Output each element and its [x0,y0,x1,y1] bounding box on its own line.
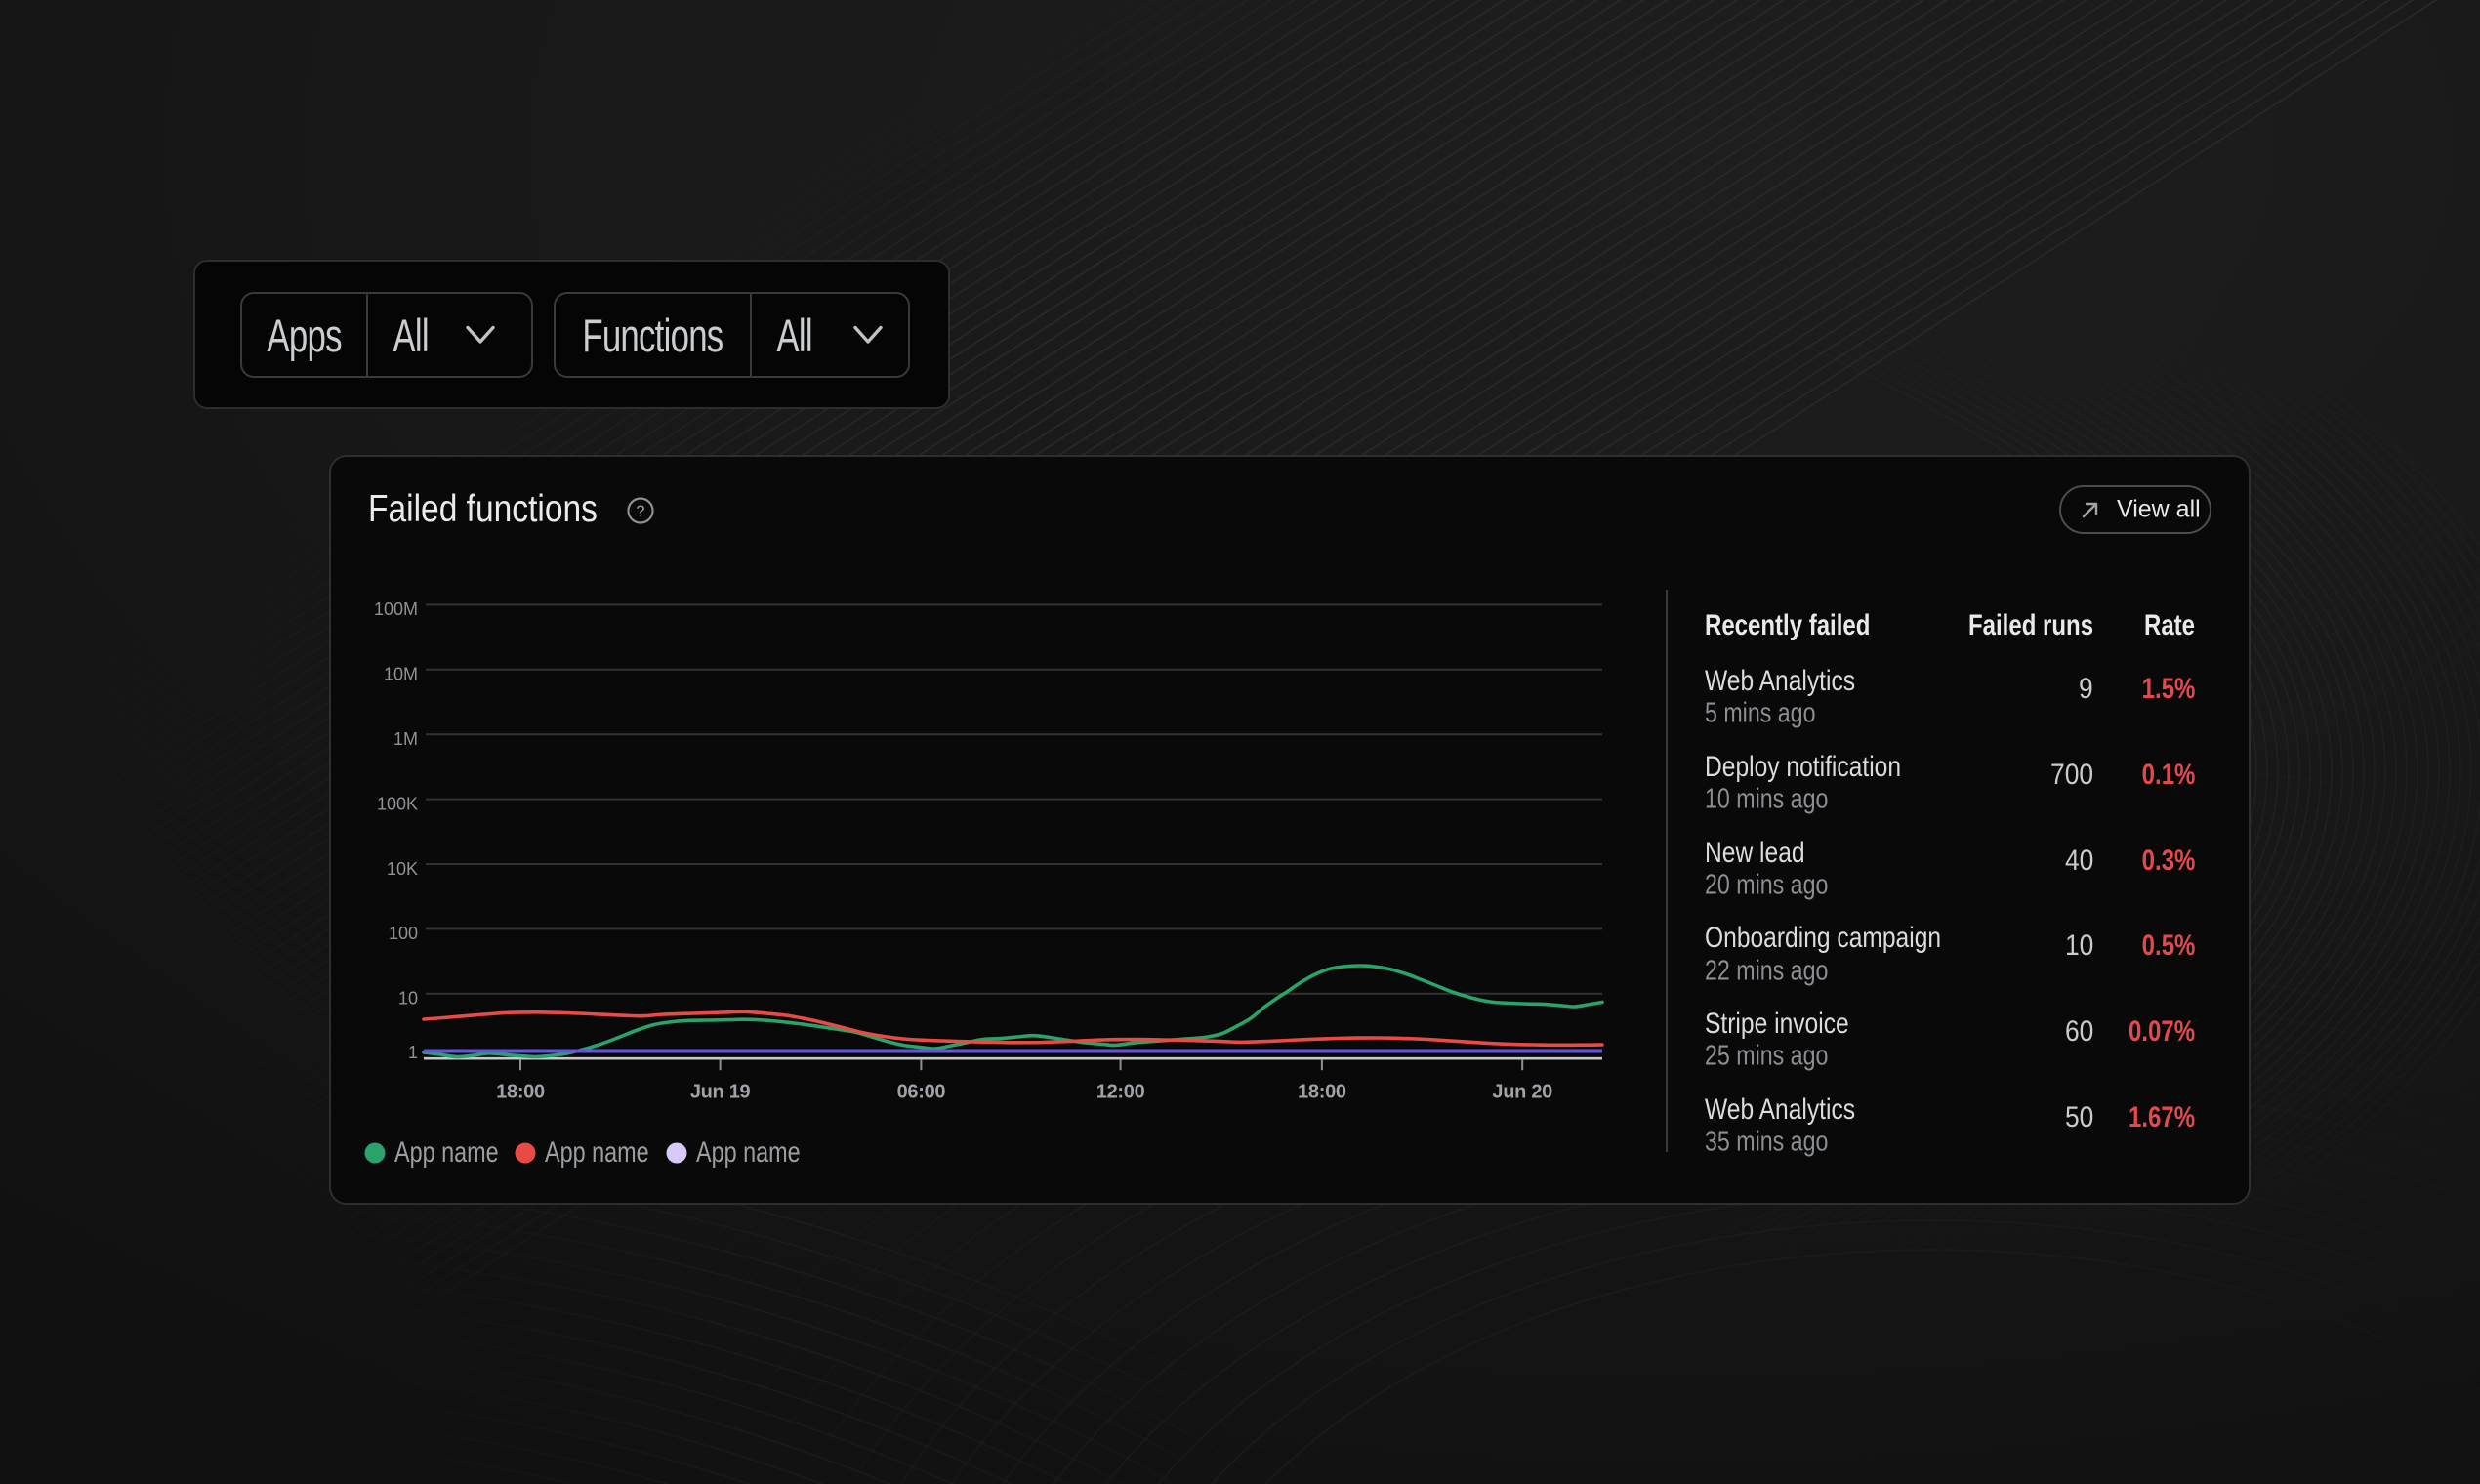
svg-text:Jun 20: Jun 20 [1492,1081,1552,1102]
svg-text:100K: 100K [377,794,418,813]
svg-text:12:00: 12:00 [1096,1081,1145,1102]
svg-text:10: 10 [398,989,418,1009]
svg-text:10M: 10M [384,665,418,684]
svg-text:?: ? [637,504,645,520]
svg-text:06:00: 06:00 [897,1081,946,1102]
svg-text:100: 100 [389,924,418,943]
svg-text:1M: 1M [393,729,418,749]
svg-text:10K: 10K [387,859,418,879]
svg-text:18:00: 18:00 [1298,1081,1346,1102]
svg-text:18:00: 18:00 [496,1081,545,1102]
svg-text:Jun 19: Jun 19 [690,1081,751,1102]
svg-text:1: 1 [408,1043,418,1062]
svg-text:100M: 100M [374,599,418,619]
